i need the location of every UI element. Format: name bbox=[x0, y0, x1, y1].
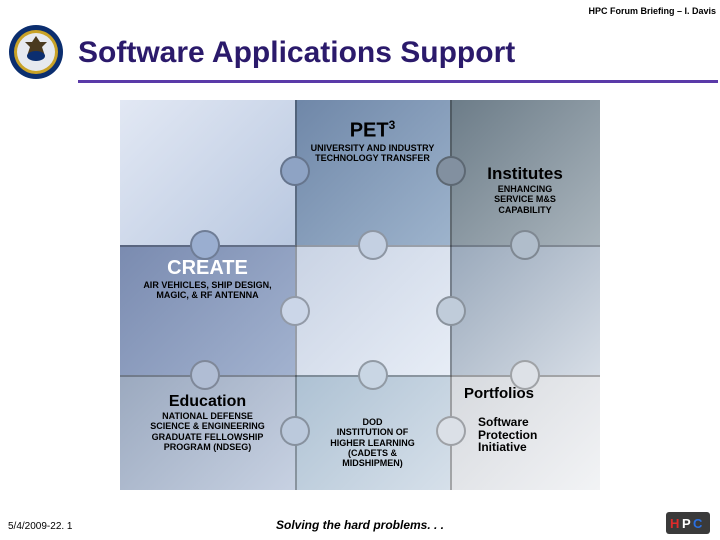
puzzle-piece-education: Education NATIONAL DEFENSE SCIENCE & ENG… bbox=[120, 375, 295, 490]
puzzle-knob bbox=[510, 360, 540, 390]
piece-label: DOD INSTITUTION OF HIGHER LEARNING (CADE… bbox=[295, 417, 450, 469]
svg-text:C: C bbox=[693, 516, 703, 531]
piece-label: PET3 UNIVERSITY AND INDUSTRY TECHNOLOGY … bbox=[295, 118, 450, 163]
piece-subtitle: ENHANCING SERVICE M&S CAPABILITY bbox=[450, 184, 600, 215]
puzzle-knob bbox=[436, 416, 466, 446]
piece-label: Education NATIONAL DEFENSE SCIENCE & ENG… bbox=[120, 393, 295, 452]
header-credit: HPC Forum Briefing – I. Davis bbox=[588, 6, 716, 16]
puzzle-piece-blank-center bbox=[295, 245, 450, 375]
piece-title: Education bbox=[120, 393, 295, 411]
svg-text:P: P bbox=[682, 516, 691, 531]
puzzle-knob bbox=[280, 156, 310, 186]
puzzle-piece-dod-institution: DOD INSTITUTION OF HIGHER LEARNING (CADE… bbox=[295, 375, 450, 490]
hpc-logo: H P C bbox=[666, 512, 710, 534]
piece-label: Portfolios Software Protection Initiativ… bbox=[450, 385, 600, 454]
puzzle-piece-blank-tl bbox=[120, 100, 295, 245]
puzzle-knob bbox=[436, 156, 466, 186]
puzzle-knob bbox=[190, 230, 220, 260]
puzzle-piece-blank-right bbox=[450, 245, 600, 375]
svg-text:H: H bbox=[670, 516, 679, 531]
piece-subtitle: DOD INSTITUTION OF HIGHER LEARNING (CADE… bbox=[295, 417, 450, 469]
piece-subtitle: Software Protection Initiative bbox=[464, 416, 600, 454]
dod-seal bbox=[8, 24, 64, 80]
piece-bg bbox=[450, 245, 600, 375]
piece-subtitle: UNIVERSITY AND INDUSTRY TECHNOLOGY TRANS… bbox=[295, 143, 450, 164]
piece-label: Institutes ENHANCING SERVICE M&S CAPABIL… bbox=[450, 164, 600, 215]
piece-bg bbox=[120, 100, 295, 245]
puzzle-piece-portfolios: Portfolios Software Protection Initiativ… bbox=[450, 375, 600, 490]
page-title: Software Applications Support bbox=[78, 36, 515, 70]
title-underline bbox=[78, 80, 718, 83]
piece-title: PET3 bbox=[295, 118, 450, 143]
piece-bg bbox=[295, 245, 450, 375]
puzzle-knob bbox=[436, 296, 466, 326]
puzzle-piece-create: CREATE AIR VEHICLES, SHIP DESIGN, MAGIC,… bbox=[120, 245, 295, 375]
puzzle-piece-pet3: PET3 UNIVERSITY AND INDUSTRY TECHNOLOGY … bbox=[295, 100, 450, 245]
puzzle-piece-institutes: Institutes ENHANCING SERVICE M&S CAPABIL… bbox=[450, 100, 600, 245]
puzzle-knob bbox=[510, 230, 540, 260]
puzzle-knob bbox=[190, 360, 220, 390]
piece-subtitle: AIR VEHICLES, SHIP DESIGN, MAGIC, & RF A… bbox=[120, 280, 295, 301]
puzzle-graphic: PET3 UNIVERSITY AND INDUSTRY TECHNOLOGY … bbox=[120, 100, 600, 490]
piece-subtitle: NATIONAL DEFENSE SCIENCE & ENGINEERING G… bbox=[120, 411, 295, 452]
footer-tagline: Solving the hard problems. . . bbox=[0, 518, 720, 532]
puzzle-knob bbox=[358, 360, 388, 390]
puzzle-knob bbox=[280, 296, 310, 326]
puzzle-knob bbox=[358, 230, 388, 260]
piece-title: Institutes bbox=[450, 164, 600, 184]
puzzle-knob bbox=[280, 416, 310, 446]
piece-label: CREATE AIR VEHICLES, SHIP DESIGN, MAGIC,… bbox=[120, 257, 295, 301]
piece-title: CREATE bbox=[120, 257, 295, 280]
